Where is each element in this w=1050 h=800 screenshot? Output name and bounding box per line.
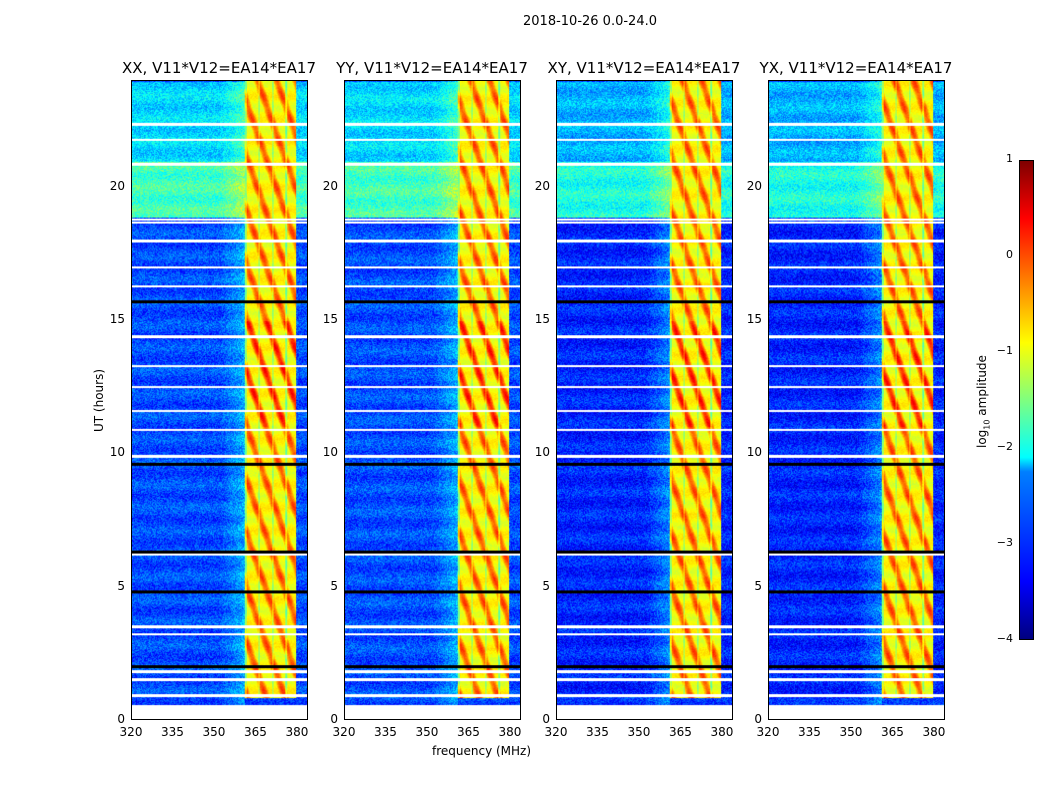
panel-title: YX, V11*V12=EA14*EA17 bbox=[759, 59, 953, 77]
y-tick-label: 5 bbox=[330, 578, 338, 593]
x-axis-label: frequency (MHz) bbox=[432, 744, 532, 758]
figure-title: 2018-10-26 0.0-24.0 bbox=[523, 14, 657, 29]
colorbar-tick-label: −4 bbox=[996, 632, 1013, 645]
x-tick-label: 350 bbox=[627, 725, 651, 739]
x-tick-label: 380 bbox=[285, 725, 309, 739]
x-tick-label: 350 bbox=[202, 725, 226, 739]
y-tick-label: 10 bbox=[322, 445, 338, 460]
x-tick-label: 320 bbox=[119, 725, 143, 739]
y-tick-label: 20 bbox=[534, 178, 550, 193]
y-axis-label: UT (hours) bbox=[92, 368, 106, 432]
y-tick-label: 0 bbox=[117, 712, 125, 726]
y-tick-label: 5 bbox=[117, 578, 125, 593]
x-tick-label: 350 bbox=[839, 725, 863, 739]
panel-title: YY, V11*V12=EA14*EA17 bbox=[336, 59, 528, 77]
y-tick-label: 20 bbox=[746, 178, 762, 193]
colorbar-tick-label: −2 bbox=[996, 440, 1013, 453]
y-tick-label: 20 bbox=[109, 178, 125, 193]
colorbar-label: log10 amplitude bbox=[975, 355, 992, 448]
heatmap-image bbox=[557, 81, 732, 719]
x-tick-label: 380 bbox=[498, 725, 522, 739]
y-tick-label: 0 bbox=[330, 712, 338, 726]
y-tick-label: 5 bbox=[754, 578, 762, 593]
x-tick-label: 350 bbox=[415, 725, 439, 739]
colorbar-tick-label: −1 bbox=[996, 344, 1013, 357]
x-tick-label: 365 bbox=[457, 725, 480, 739]
x-tick-label: 335 bbox=[586, 725, 609, 739]
y-tick-label: 0 bbox=[754, 712, 762, 726]
heatmap-image bbox=[132, 81, 307, 719]
y-tick-label: 15 bbox=[746, 312, 762, 326]
x-tick-label: 335 bbox=[374, 725, 397, 739]
panel-title: XX, V11*V12=EA14*EA17 bbox=[121, 59, 316, 77]
colorbar-tick-label: 0 bbox=[1006, 248, 1013, 261]
x-tick-label: 365 bbox=[244, 725, 267, 739]
x-tick-label: 365 bbox=[669, 725, 692, 739]
x-tick-label: 380 bbox=[922, 725, 946, 739]
heatmap-image bbox=[769, 81, 944, 719]
heatmap-image bbox=[345, 81, 520, 719]
y-tick-label: 20 bbox=[322, 178, 338, 193]
heatmap-panel bbox=[556, 80, 733, 720]
y-tick-label: 10 bbox=[534, 445, 550, 460]
colorbar-tick-label: 1 bbox=[1006, 152, 1013, 165]
y-tick-label: 15 bbox=[322, 312, 338, 326]
heatmap-panel bbox=[768, 80, 945, 720]
x-tick-label: 320 bbox=[544, 725, 568, 739]
colorbar bbox=[1019, 160, 1034, 640]
y-tick-label: 10 bbox=[746, 445, 762, 460]
y-tick-label: 15 bbox=[534, 312, 550, 326]
x-tick-label: 320 bbox=[756, 725, 780, 739]
colorbar-tick-label: −3 bbox=[996, 536, 1013, 549]
y-tick-label: 15 bbox=[109, 312, 125, 326]
heatmap-panel bbox=[131, 80, 308, 720]
x-tick-label: 380 bbox=[710, 725, 734, 739]
y-tick-label: 0 bbox=[542, 712, 550, 726]
y-tick-label: 10 bbox=[109, 445, 125, 460]
x-tick-label: 365 bbox=[881, 725, 904, 739]
x-tick-label: 335 bbox=[798, 725, 821, 739]
panel-title: XY, V11*V12=EA14*EA17 bbox=[547, 59, 741, 77]
x-tick-label: 335 bbox=[161, 725, 184, 739]
x-tick-label: 320 bbox=[332, 725, 356, 739]
y-tick-label: 5 bbox=[542, 578, 550, 593]
heatmap-panel bbox=[344, 80, 521, 720]
